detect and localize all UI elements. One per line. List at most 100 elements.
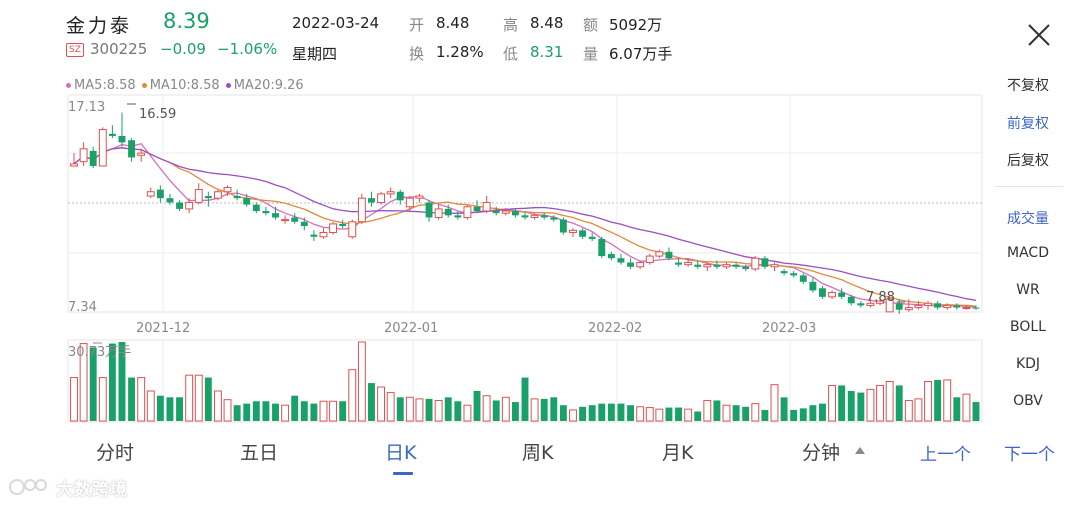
watermark-logo-icon (9, 479, 47, 495)
candle-body (885, 298, 894, 313)
volume-bar (233, 405, 241, 421)
volume-bar (550, 397, 558, 421)
stock-code: 300225 (90, 40, 148, 58)
ma20-dot-icon (225, 82, 231, 88)
candle-body (866, 302, 875, 306)
amount-label: 额 (583, 16, 599, 34)
volume-bar (521, 377, 529, 421)
candle (319, 228, 328, 239)
candle-body (425, 202, 433, 218)
candle (415, 193, 424, 203)
candle-body (310, 234, 318, 237)
side-macd[interactable]: MACD (1007, 245, 1049, 261)
candle (819, 286, 826, 299)
candle-body (262, 211, 270, 214)
candle (79, 142, 88, 166)
candle (386, 187, 395, 199)
volume-bar (281, 404, 290, 422)
candle (655, 249, 664, 259)
volume-bar (348, 369, 357, 422)
ma5-label: MA5:8.58 (74, 77, 136, 93)
side-wr[interactable]: WR (1016, 282, 1040, 298)
candle (972, 305, 980, 310)
next-stock-button[interactable]: 下一个 (1004, 445, 1055, 465)
side-forward-adjust[interactable]: 前复权 (1007, 116, 1049, 132)
candle (89, 146, 97, 169)
ma5-legend: MA5:8.58 (66, 77, 136, 93)
candle-body (454, 215, 462, 218)
triangle-up-icon[interactable] (855, 447, 865, 454)
candle-body (405, 197, 414, 208)
volume-bar (588, 405, 596, 421)
volume-bar (89, 347, 97, 421)
candle-body (204, 196, 212, 199)
volume-bar (272, 403, 279, 421)
ma20-label: MA20:9.26 (233, 77, 304, 93)
candle-body (684, 262, 693, 266)
side-volume[interactable]: 成交量 (1007, 211, 1049, 227)
candle-body (377, 193, 386, 203)
volume-bar (415, 398, 424, 422)
tab-weekly-k[interactable]: 周K (522, 442, 554, 464)
volume-bar (473, 390, 481, 421)
candle-body (943, 304, 952, 309)
volume-bar (252, 401, 260, 421)
candle-body (213, 191, 222, 199)
side-obv[interactable]: OBV (1013, 393, 1043, 409)
candle (838, 288, 846, 299)
candle-body (223, 186, 232, 193)
volume-bars (70, 341, 980, 422)
candle-body (272, 213, 279, 218)
high-value: 8.48 (530, 14, 564, 32)
candle (569, 228, 577, 237)
watermark-text: 大数跨境 (56, 479, 128, 500)
candle (368, 191, 375, 207)
candle (185, 198, 194, 214)
candle-body (368, 198, 375, 203)
tab-minute[interactable]: 分钟 (802, 442, 841, 464)
side-kdj[interactable]: KDJ (1015, 356, 1041, 372)
candle (329, 221, 338, 235)
candle-body (194, 189, 203, 203)
candle (98, 127, 107, 167)
amount-value: 5092万 (609, 16, 663, 34)
candle-body (434, 208, 443, 218)
close-button[interactable] (1024, 20, 1054, 50)
candle-body (540, 215, 548, 218)
ma5-dot-icon (66, 82, 71, 88)
volume-bar (530, 398, 539, 422)
volume-bar (819, 403, 826, 421)
candle (607, 251, 615, 261)
candle (281, 215, 290, 224)
candle-body (780, 271, 788, 274)
tab-five-day[interactable]: 五日 (240, 442, 279, 464)
side-boll[interactable]: BOLL (1010, 319, 1046, 335)
candle-body (550, 217, 558, 220)
candle (128, 138, 136, 162)
tab-monthly-k[interactable]: 月K (662, 442, 694, 464)
ma5-line (73, 142, 977, 309)
kline-chart[interactable]: 17.13 7.34 16.59 7.88 30.73万手 2021-12 20… (0, 0, 990, 430)
candle (770, 262, 779, 272)
prev-stock-button[interactable]: 上一个 (920, 445, 971, 465)
candle-body (636, 262, 645, 268)
candle (847, 294, 855, 306)
volume-bar (194, 374, 203, 422)
candle (511, 208, 519, 218)
candle-body (386, 191, 395, 195)
side-backward-adjust[interactable]: 后复权 (1007, 153, 1049, 169)
tab-daily-k[interactable]: 日K (385, 442, 417, 464)
volume-max-label: 30.73万手 (68, 345, 131, 360)
candle-body (895, 303, 903, 310)
candle (501, 208, 510, 216)
candle (70, 153, 78, 167)
candle-body (972, 307, 980, 309)
side-no-adjust[interactable]: 不复权 (1007, 78, 1049, 94)
tab-intraday[interactable]: 分时 (96, 442, 135, 464)
volume-bar (482, 395, 491, 422)
candle-body (722, 264, 731, 268)
candles (70, 112, 980, 315)
volume-bar (223, 399, 232, 422)
volume-bar (694, 411, 702, 421)
candle-body (665, 251, 673, 259)
